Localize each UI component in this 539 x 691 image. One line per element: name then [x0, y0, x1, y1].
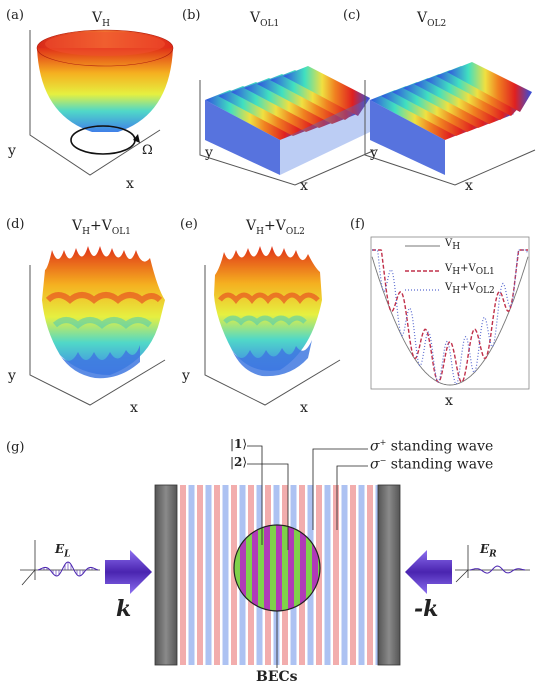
panel-e-title: VH+VOL2: [246, 218, 305, 237]
becs-label: BECs: [256, 669, 298, 685]
panel-d-title: VH+VOL1: [72, 218, 131, 237]
panel-c-x: x: [465, 178, 473, 194]
curve-vh-vol1: [372, 249, 528, 383]
bec-stripe: [300, 525, 306, 611]
panel-c-title: VOL2: [417, 10, 447, 29]
bec-stripe: [252, 525, 258, 611]
panel-d-x: x: [130, 400, 138, 416]
stripe: [367, 485, 373, 665]
k-left-label: k: [116, 596, 132, 622]
panel-a-title: VH: [92, 10, 110, 29]
panel-d-plot: [29, 246, 166, 406]
panel-c-plot: [364, 62, 536, 186]
panel-b-label: (b): [182, 8, 201, 23]
stripe: [350, 485, 356, 665]
panel-b-title: VOL1: [250, 10, 280, 29]
plot-frame: [370, 236, 530, 390]
stripe: [214, 485, 220, 665]
stripe: [180, 485, 186, 665]
panel-a-x: x: [126, 176, 134, 192]
stripe: [222, 485, 229, 665]
panel-d-y: y: [8, 368, 16, 384]
panel-a-label: (a): [6, 8, 24, 23]
stripe: [358, 485, 365, 665]
stripe: [341, 485, 348, 665]
sigma-plus-label: σ+ standing wave: [370, 438, 494, 455]
legend-entry-1: VH: [445, 238, 461, 252]
panel-c-y: y: [370, 145, 378, 161]
bec-stripe: [240, 525, 246, 611]
el-label: EL: [55, 542, 71, 560]
panel-a-y: y: [8, 143, 16, 159]
arrow-right: [105, 550, 152, 594]
er-label: ER: [480, 542, 497, 560]
left-mirror: [154, 484, 178, 666]
sigma-minus-label: σ− standing wave: [370, 456, 494, 473]
bec-stripe: [276, 525, 282, 611]
panel-e-x: x: [300, 400, 308, 416]
panel-b-y: y: [205, 145, 213, 161]
stripe: [205, 485, 212, 665]
bec-cloud: [234, 525, 320, 611]
panel-g-label: (g): [6, 440, 25, 455]
ket-2: |2⟩: [230, 455, 248, 469]
panel-c-label: (c): [343, 8, 361, 23]
ket-1: |1⟩: [230, 437, 248, 451]
panel-b-plot: [199, 66, 376, 186]
stripe: [324, 485, 331, 665]
stripe: [188, 485, 195, 665]
stripe: [333, 485, 339, 665]
bec-stripe: [288, 525, 294, 611]
arrow-left: [405, 550, 452, 594]
omega-label: Ω: [142, 143, 153, 158]
legend-entry-3: VH+VOL2: [445, 282, 495, 296]
panel-f-plot: [370, 236, 530, 390]
stripe: [197, 485, 203, 665]
curve-vh: [371, 256, 529, 386]
bec-stripe: [312, 525, 318, 611]
bec-stripe: [264, 525, 270, 611]
panel-f-label: (f): [350, 217, 365, 232]
panel-e-plot: [204, 246, 341, 406]
panel-a-plot: [29, 29, 174, 176]
panel-b-x: x: [300, 178, 308, 194]
panel-f-x: x: [445, 393, 453, 409]
right-mirror: [377, 484, 401, 666]
panel-e-label: (e): [180, 217, 198, 232]
panel-g-diagram: [20, 445, 530, 668]
legend-entry-2: VH+VOL1: [445, 263, 495, 277]
k-right-label: -k: [414, 596, 439, 622]
panel-d-label: (d): [6, 217, 25, 232]
panel-e-y: y: [182, 368, 190, 384]
